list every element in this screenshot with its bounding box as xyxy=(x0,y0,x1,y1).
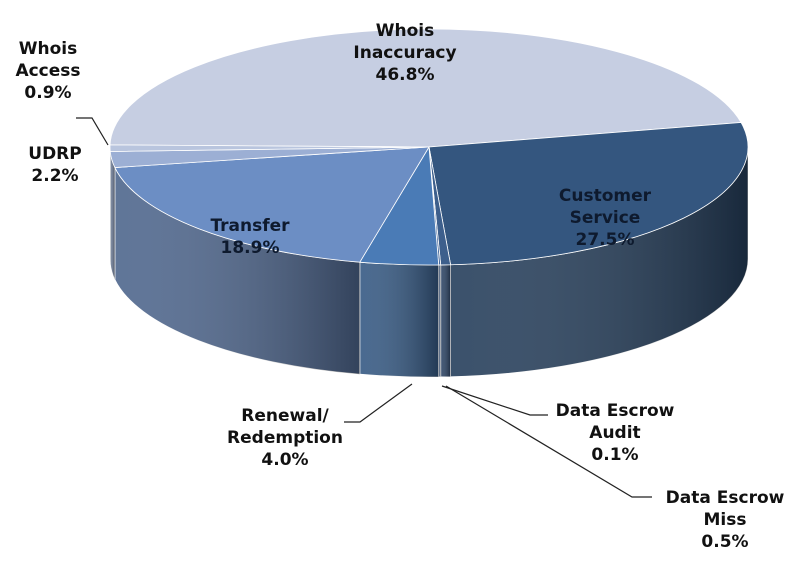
slice-label: Customer Service 27.5% xyxy=(525,185,685,251)
value-label: 0.5% xyxy=(701,532,749,552)
leader-line xyxy=(76,117,109,146)
side-shade xyxy=(110,151,115,280)
leader-line xyxy=(441,385,548,416)
value-label: 4.0% xyxy=(261,450,309,470)
category-name: Data Escrow Miss xyxy=(665,488,785,530)
side-shade xyxy=(359,262,439,377)
slice xyxy=(109,28,742,148)
value-label: 18.9% xyxy=(220,238,280,258)
side-shade xyxy=(440,264,451,377)
leader-line xyxy=(445,385,652,498)
slice-label: Data Escrow Miss 0.5% xyxy=(645,487,805,553)
side-shade xyxy=(450,147,748,377)
category-name: Whois Access xyxy=(15,39,81,81)
value-label: 46.8% xyxy=(375,65,435,85)
side-shade xyxy=(438,264,441,377)
slice xyxy=(114,146,430,263)
value-label: 2.2% xyxy=(31,166,79,186)
value-label: 27.5% xyxy=(575,230,635,250)
category-name: UDRP xyxy=(28,144,82,164)
slice xyxy=(428,122,749,266)
slice-label: Renewal/ Redemption 4.0% xyxy=(205,405,365,471)
slice-label: Data Escrow Audit 0.1% xyxy=(535,400,695,466)
slice-label: Transfer 18.9% xyxy=(170,215,330,259)
category-name: Renewal/ Redemption xyxy=(227,406,343,448)
slice-label: Whois Access 0.9% xyxy=(0,38,128,104)
slice xyxy=(109,144,430,152)
leader-line xyxy=(344,383,413,423)
slice-label: Whois Inaccuracy 46.8% xyxy=(325,20,485,86)
category-name: Whois Inaccuracy xyxy=(353,21,457,63)
category-name: Data Escrow Audit xyxy=(555,401,675,443)
category-name: Customer Service xyxy=(558,186,652,228)
value-label: 0.9% xyxy=(24,83,72,103)
slice-label: UDRP 2.2% xyxy=(0,143,135,187)
category-name: Transfer xyxy=(210,216,290,236)
value-label: 0.1% xyxy=(591,445,639,465)
